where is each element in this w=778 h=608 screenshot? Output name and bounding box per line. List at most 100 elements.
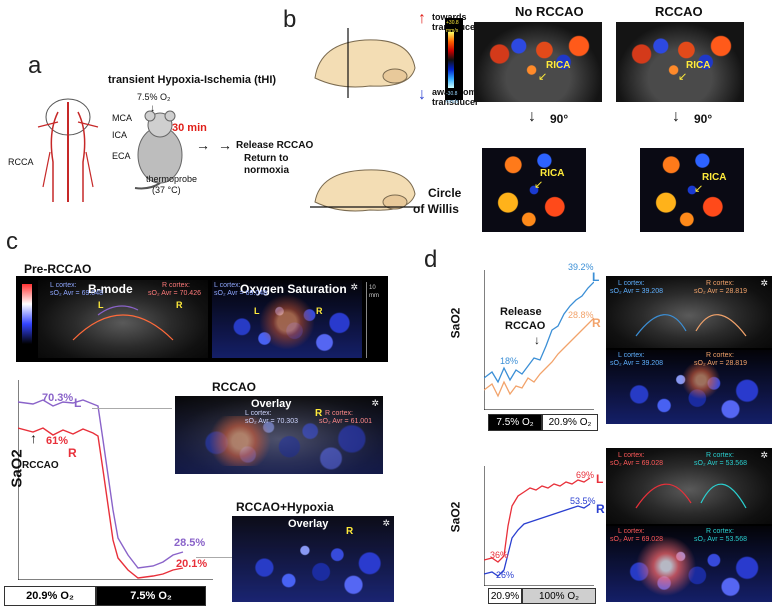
- panel-c-letter: c: [6, 228, 18, 255]
- d-release-arrow-icon: ↓: [534, 333, 540, 347]
- arrow-right-icon-2: →: [218, 137, 232, 153]
- panel-a-title: transient Hypoxia-Ischemia (tHI): [108, 74, 277, 86]
- d-release-2: RCCAO: [505, 320, 546, 332]
- rotate-arrow-icon-2: ↓: [672, 108, 680, 125]
- d-top-rcortex: R cortex:: [706, 280, 735, 287]
- rica-arrow-icon-2: ↙: [678, 71, 688, 83]
- oxsat-title: Oxygen Saturation: [240, 282, 347, 296]
- circle-willis-2: of Willis: [413, 202, 459, 216]
- rccao-lcortex: L cortex:: [245, 410, 272, 417]
- nav-icon-3: ✲: [382, 518, 390, 528]
- doppler-scale-bar: +30.8 mm/s -30.8 mm/s: [445, 18, 463, 105]
- release-label: Release RCCAO: [236, 140, 314, 151]
- rica-label-4: RICA: [702, 172, 727, 183]
- c-connector-2: [196, 557, 232, 558]
- c-rccao-arrow-label: RCCAO: [22, 460, 59, 471]
- d-top-l-val: 39.2%: [568, 262, 594, 272]
- panel-d-letter: d: [424, 246, 438, 273]
- pre-l-marker: L: [98, 300, 104, 310]
- pre-so2-r: sO₂ Avr = 70.426: [148, 290, 201, 297]
- d-top-chart: [483, 270, 595, 411]
- brain-sagittal-diagram-top: [310, 28, 420, 98]
- rccao-hyp-r-marker: R: [346, 526, 354, 537]
- d-bot-so2-r: sO₂ Avr = 53.568: [694, 460, 747, 467]
- d-bot-r: R: [596, 502, 605, 516]
- d-bot-rcortex: R cortex:: [706, 452, 735, 459]
- c-o2-hypoxia: 7.5% O₂: [96, 586, 206, 606]
- rica-arrow-icon-3: ↙: [534, 179, 544, 191]
- rccao-overlay-image: Overlay L cortex: sO₂ Avr = 70.303 R cor…: [175, 396, 383, 474]
- oxsat-lcortex: L cortex:: [214, 282, 241, 289]
- d-bot-start-l: 36%: [490, 550, 509, 560]
- d-ylabel-1: SaO2: [448, 307, 463, 339]
- oxsat-r-marker: R: [316, 306, 323, 316]
- nav-icon-5: ✲: [760, 450, 768, 460]
- d-bot-lcortex: L cortex:: [618, 452, 645, 459]
- arrow-up-icon: ↑: [418, 10, 426, 27]
- circle-willis-image-no-rccao: RICA ↙: [482, 148, 586, 232]
- rccao-r-marker: R: [315, 408, 323, 419]
- d-o2-normoxia: 20.9% O₂: [542, 414, 598, 431]
- c-r-end: 20.1%: [176, 558, 208, 570]
- return-label-1: Return to: [244, 153, 289, 164]
- nav-icon-2: ✲: [371, 398, 379, 408]
- pre-lcortex: L cortex:: [50, 282, 77, 289]
- d-bot-l: L: [596, 472, 604, 486]
- d-bot-start-r: 26%: [496, 570, 515, 580]
- return-label-2: normoxia: [244, 165, 290, 176]
- oxygen-arrow-icon: ↓: [150, 103, 155, 114]
- pre-rccao-image-strip: B-mode L cortex: sO₂ Avr = 69.048 R cort…: [16, 276, 388, 362]
- d-o2-100: 100% O₂: [522, 588, 596, 604]
- label-eca: ECA: [112, 151, 131, 161]
- nav-icon: ✲: [350, 282, 358, 292]
- d-o2-hypoxia: 7.5% O₂: [488, 414, 542, 431]
- d-top-l: L: [592, 270, 600, 284]
- arrow-right-icon: →: [196, 137, 210, 153]
- d-top-so2-l: sO₂ Avr = 39.208: [610, 288, 663, 295]
- d-top-so2-l-2: sO₂ Avr = 39.208: [610, 360, 663, 367]
- pre-rccao-label: Pre-RCCAO: [24, 262, 92, 276]
- angle-label-1: 90°: [550, 112, 569, 126]
- oxsat-l-marker: L: [254, 306, 260, 316]
- d-bot-so2-l: sO₂ Avr = 69.028: [610, 460, 663, 467]
- arrow-down-icon: ↓: [418, 86, 426, 103]
- rccao-image-label: RCCAO: [212, 380, 256, 394]
- d-top-lcortex-2: L cortex:: [618, 352, 645, 359]
- rccao-hyp-overlay-image: Overlay R ✲: [232, 516, 394, 602]
- oxsat-so2-l: sO₂ Avr = 69.048: [214, 290, 267, 297]
- pre-rcortex: R cortex:: [162, 282, 191, 289]
- mouse-vascular-diagram: [28, 92, 108, 202]
- d-top-start: 18%: [500, 356, 519, 366]
- col-rccao: RCCAO: [655, 4, 703, 19]
- rica-label-2: RICA: [686, 60, 711, 71]
- d-top-r: R: [592, 316, 601, 330]
- c-rccao-arrow-icon: ↑: [30, 430, 37, 446]
- c-o2-normoxia: 20.9% O₂: [4, 586, 96, 606]
- oxygen-label: 7.5% O₂: [137, 92, 171, 102]
- label-rcca: RCCA: [8, 157, 34, 167]
- circle-willis-image-rccao: RICA ↙: [640, 148, 744, 232]
- thermoprobe-label: thermoprobe: [146, 174, 198, 184]
- angle-label-2: 90°: [694, 112, 713, 126]
- d-bot-so2-r-2: sO₂ Avr = 53.568: [694, 536, 747, 543]
- d-bot-r-val: 53.5%: [570, 496, 596, 506]
- doppler-image-no-rccao: RICA ↙: [474, 22, 602, 102]
- d-bot-image: L cortex: sO₂ Avr = 69.028 R cortex: sO₂…: [606, 448, 772, 602]
- c-r-start: 61%: [46, 435, 69, 447]
- d-top-so2-r: sO₂ Avr = 28.819: [694, 288, 747, 295]
- d-bot-rcortex-2: R cortex:: [706, 528, 735, 535]
- d-top-lcortex: L cortex:: [618, 280, 645, 287]
- d-bot-so2-l-2: sO₂ Avr = 69.028: [610, 536, 663, 543]
- d-ylabel-2: SaO2: [448, 501, 463, 533]
- rica-arrow-icon-1: ↙: [538, 71, 548, 83]
- scale-bottom: -30.8 mm/s: [446, 91, 459, 105]
- rccao-so2-l: sO₂ Avr = 70.303: [245, 418, 298, 425]
- nav-icon-4: ✲: [760, 278, 768, 288]
- col-no-rccao: No RCCAO: [515, 4, 584, 19]
- c-l-end: 28.5%: [174, 537, 206, 549]
- rccao-so2-r: sO₂ Avr = 61.001: [319, 418, 372, 425]
- scale-top: +30.8 mm/s: [446, 20, 459, 34]
- temp-label: (37 °C): [152, 185, 181, 195]
- panel-a-letter: a: [28, 52, 42, 79]
- pre-so2-l: sO₂ Avr = 69.048: [50, 290, 103, 297]
